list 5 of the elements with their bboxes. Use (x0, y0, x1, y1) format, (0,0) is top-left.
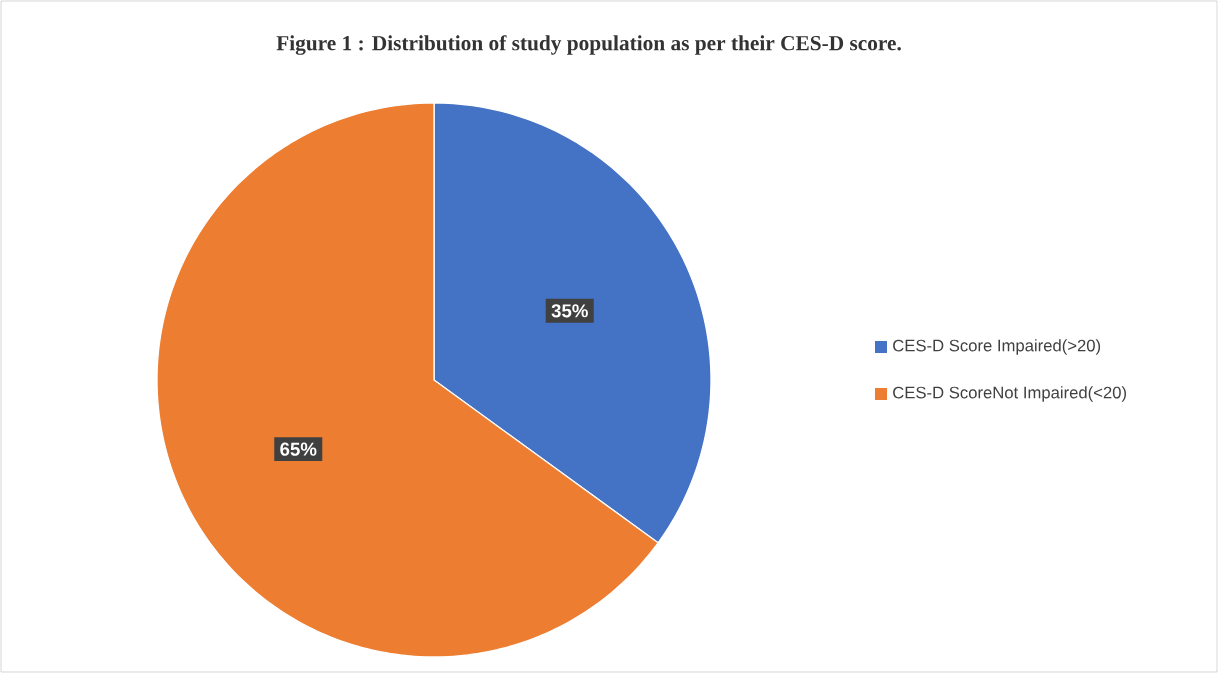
legend-label: CES-D ScoreNot Impaired(<20) (893, 386, 1126, 402)
chart-title: Figure 1 : Distribution of study population as per their CES-D score. (276, 35, 901, 55)
data-label: 35% (551, 304, 588, 318)
data-label: 65% (280, 442, 317, 456)
legend-label: CES-D Score Impaired(>20) (893, 339, 1101, 355)
